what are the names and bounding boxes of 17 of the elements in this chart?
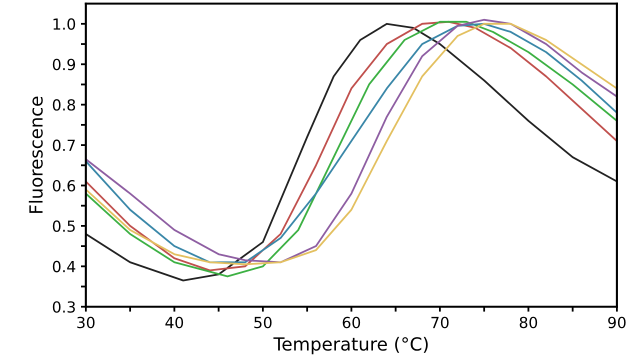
x-tick-label: 30 xyxy=(77,316,95,328)
x-tick-label: 70 xyxy=(431,316,449,328)
x-tick-label: 40 xyxy=(165,316,184,328)
y-tick-label: 0.9 xyxy=(52,58,76,70)
y-tick-label: 0.4 xyxy=(52,260,76,272)
x-axis-title: Temperature (°C) xyxy=(273,336,428,354)
y-tick-label: 1.0 xyxy=(54,18,76,30)
x-tick-label: 50 xyxy=(254,316,272,328)
y-tick-label: 0.7 xyxy=(52,140,75,152)
y-axis-title: Fluorescence xyxy=(28,96,43,213)
y-tick-label: 0.5 xyxy=(52,220,75,232)
y-tick-label: 0.3 xyxy=(52,301,75,313)
x-tick-label: 60 xyxy=(342,316,360,328)
x-tick-label: 80 xyxy=(520,316,538,328)
y-tick-label: 0.8 xyxy=(52,99,76,111)
y-tick-label: 0.6 xyxy=(52,180,76,192)
x-tick-label: 90 xyxy=(608,316,626,328)
